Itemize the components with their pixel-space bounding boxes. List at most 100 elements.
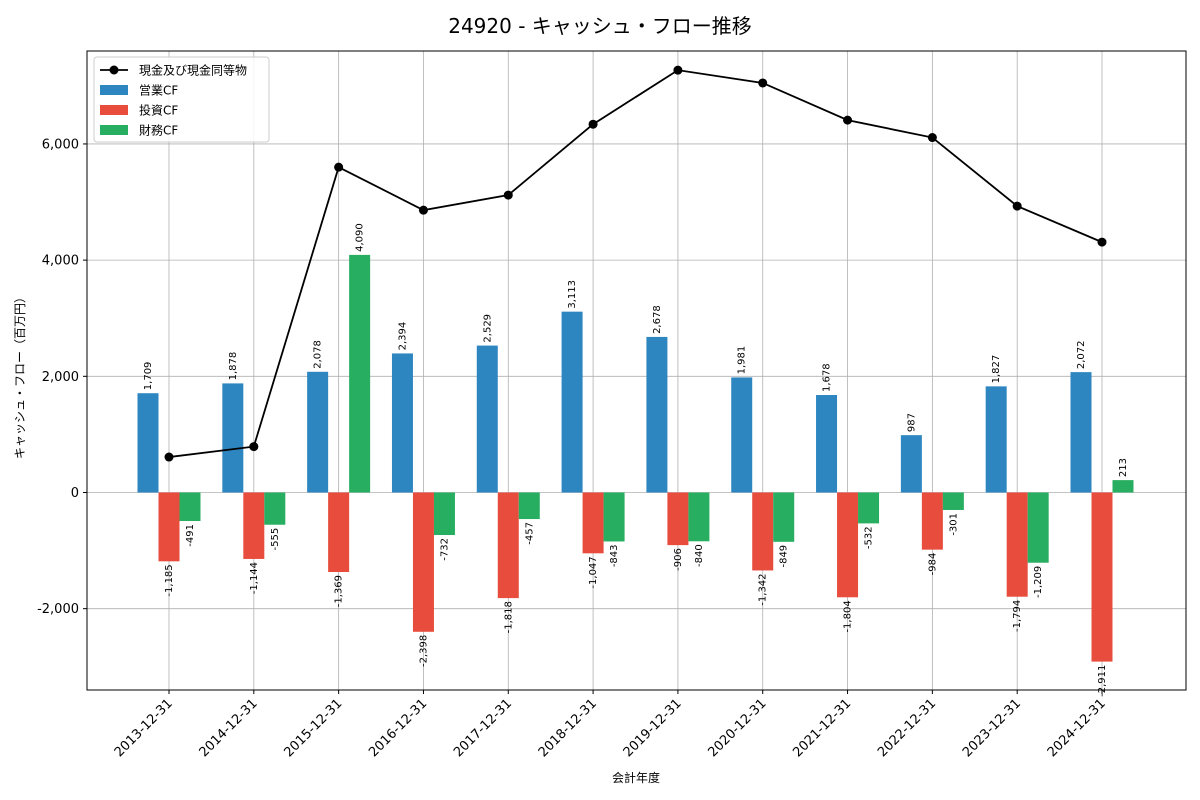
x-tick-label: 2013-12-31 bbox=[112, 696, 176, 760]
bar-label-1-4: -1,818 bbox=[503, 601, 514, 633]
bar-1-11 bbox=[1091, 492, 1113, 662]
x-tick-label: 2016-12-31 bbox=[366, 696, 430, 760]
y-tick-label: 4,000 bbox=[42, 254, 79, 269]
legend-label-1: 営業CF bbox=[139, 84, 178, 98]
bar-label-2-0: -491 bbox=[185, 524, 196, 547]
bar-label-0-6: 2,678 bbox=[652, 305, 663, 334]
cash-line bbox=[164, 65, 1107, 462]
bar-label-2-5: -843 bbox=[609, 544, 620, 567]
legend-swatch-2 bbox=[100, 105, 128, 115]
bar-label-2-8: -532 bbox=[864, 526, 875, 549]
bar-label-0-11: 2,072 bbox=[1076, 340, 1087, 369]
bar-label-2-3: -732 bbox=[439, 538, 450, 561]
y-tick-label: 0 bbox=[71, 486, 79, 501]
bar-label-0-5: 3,113 bbox=[567, 280, 578, 309]
bar-label-1-0: -1,185 bbox=[164, 564, 175, 596]
bar-label-0-0: 1,709 bbox=[143, 362, 154, 391]
bar-2-11 bbox=[1112, 480, 1134, 493]
bar-1-1 bbox=[243, 492, 265, 559]
cash-point-9 bbox=[927, 133, 937, 143]
bar-label-1-11: -2,911 bbox=[1097, 665, 1108, 697]
x-tick-label: 2014-12-31 bbox=[197, 696, 261, 760]
bar-label-1-10: -1,794 bbox=[1012, 600, 1023, 632]
bar-2-0 bbox=[179, 492, 201, 522]
bars bbox=[137, 254, 1134, 662]
y-axis-label: キャッシュ・フロー（百万円） bbox=[13, 291, 27, 459]
cash-point-11 bbox=[1097, 237, 1107, 247]
bar-2-5 bbox=[603, 492, 625, 542]
bar-label-1-7: -1,342 bbox=[758, 573, 769, 605]
bar-label-2-2: 4,090 bbox=[355, 223, 366, 252]
bar-1-3 bbox=[412, 492, 434, 632]
bar-0-3 bbox=[391, 353, 413, 493]
bar-label-1-3: -2,398 bbox=[418, 635, 429, 667]
x-tick-label: 2019-12-31 bbox=[621, 696, 685, 760]
bar-1-7 bbox=[752, 492, 774, 571]
y-tick-label: -2,000 bbox=[37, 602, 79, 617]
bar-label-1-9: -984 bbox=[927, 553, 938, 576]
bar-0-4 bbox=[476, 345, 498, 493]
cash-line-path bbox=[168, 69, 1103, 458]
legend-box bbox=[93, 56, 270, 143]
cash-point-10 bbox=[1012, 201, 1022, 211]
bar-0-7 bbox=[731, 377, 753, 493]
bar-label-1-8: -1,804 bbox=[843, 600, 854, 632]
y-tick-label: 6,000 bbox=[42, 137, 79, 152]
x-tick-label: 2022-12-31 bbox=[875, 696, 939, 760]
legend-swatch-3 bbox=[100, 125, 128, 135]
bar-0-5 bbox=[561, 311, 583, 493]
x-tick-label: 2021-12-31 bbox=[790, 696, 854, 760]
bar-2-6 bbox=[688, 492, 710, 542]
bar-0-6 bbox=[646, 336, 668, 493]
bar-label-0-10: 1,827 bbox=[991, 355, 1002, 384]
bar-label-0-8: 1,678 bbox=[822, 363, 833, 392]
x-axis-label: 会計年度 bbox=[612, 770, 660, 785]
bar-label-2-7: -849 bbox=[779, 545, 790, 568]
bar-1-10 bbox=[1006, 492, 1028, 597]
bar-1-4 bbox=[497, 492, 519, 599]
bar-2-8 bbox=[858, 492, 880, 524]
bar-0-8 bbox=[816, 395, 838, 493]
cash-point-5 bbox=[588, 119, 598, 129]
bar-label-0-2: 2,078 bbox=[313, 340, 324, 369]
bar-2-3 bbox=[433, 492, 455, 536]
bar-label-2-1: -555 bbox=[270, 528, 281, 551]
bar-label-0-9: 987 bbox=[906, 413, 917, 432]
bar-label-1-6: -906 bbox=[673, 548, 684, 571]
legend-line-dot bbox=[109, 65, 119, 75]
bar-2-10 bbox=[1027, 492, 1049, 563]
bar-1-5 bbox=[582, 492, 604, 554]
cash-point-8 bbox=[843, 115, 853, 125]
bar-label-1-1: -1,144 bbox=[249, 562, 260, 594]
x-tick-label: 2018-12-31 bbox=[536, 696, 600, 760]
bar-1-2 bbox=[328, 492, 350, 573]
bar-1-6 bbox=[667, 492, 689, 546]
cash-point-1 bbox=[249, 442, 259, 452]
cash-point-6 bbox=[673, 65, 683, 75]
bar-1-8 bbox=[837, 492, 859, 598]
bar-0-11 bbox=[1070, 372, 1092, 493]
y-axis: -2,000 0 2,000 4,000 6,000 bbox=[37, 137, 87, 617]
cash-point-3 bbox=[418, 205, 428, 215]
bar-label-0-4: 2,529 bbox=[482, 314, 493, 343]
bar-0-0 bbox=[137, 393, 159, 493]
legend-swatch-1 bbox=[100, 85, 128, 95]
legend-label-0: 現金及び現金同等物 bbox=[139, 63, 247, 78]
bar-label-2-6: -840 bbox=[694, 544, 705, 567]
cash-point-0 bbox=[164, 452, 174, 462]
bar-label-2-11: 213 bbox=[1118, 458, 1129, 477]
x-tick-label: 2017-12-31 bbox=[451, 696, 515, 760]
x-tick-label: 2015-12-31 bbox=[281, 696, 345, 760]
x-tick-label: 2023-12-31 bbox=[960, 696, 1024, 760]
bar-0-1 bbox=[222, 383, 244, 493]
x-axis: 2013-12-31 2014-12-31 2015-12-31 2016-12-31… bbox=[112, 690, 1109, 760]
bar-2-4 bbox=[518, 492, 540, 520]
bar-label-1-5: -1,047 bbox=[588, 556, 599, 588]
bar-0-9 bbox=[900, 435, 922, 493]
bar-label-1-2: -1,369 bbox=[334, 575, 345, 607]
bar-2-7 bbox=[773, 492, 795, 542]
x-tick-label: 2020-12-31 bbox=[706, 696, 770, 760]
x-tick-label: 2024-12-31 bbox=[1045, 696, 1109, 760]
bar-0-10 bbox=[985, 386, 1007, 493]
